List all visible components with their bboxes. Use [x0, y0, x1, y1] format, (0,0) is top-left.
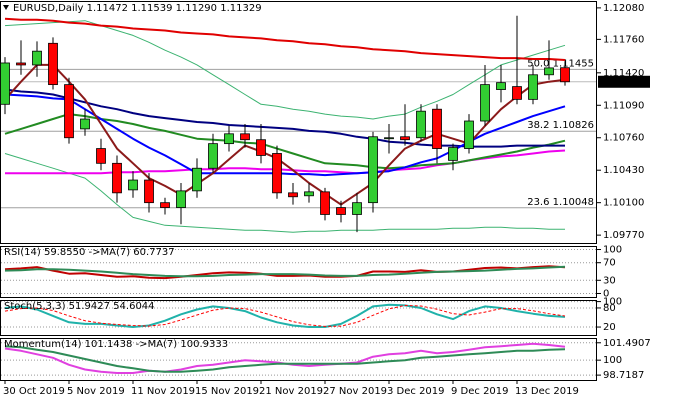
candle-body [272, 153, 282, 194]
candle-body [176, 190, 186, 208]
panel-frame [0, 300, 597, 336]
candle-body [240, 133, 250, 141]
candle-body [352, 202, 362, 215]
panel-frame [0, 338, 597, 381]
candle-body [256, 139, 266, 156]
indicator-line [4, 153, 565, 233]
y-tick-label: 98.7187 [603, 370, 644, 381]
indicator-line [4, 345, 566, 373]
candle-body [368, 136, 378, 204]
y-tick-label: 30 [603, 275, 616, 286]
x-tick-label: 9 Dec 2019 [451, 386, 509, 397]
candle-body [128, 179, 138, 191]
y-tick-label: 100 [603, 355, 622, 366]
indicator-line [4, 304, 566, 327]
candle-body [480, 84, 490, 122]
y-tick-label: 1.11420 [603, 68, 644, 79]
indicator-title: RSI(14) 59.8550 ->MA(7) 60.7737 [4, 247, 175, 258]
candle-body [448, 147, 458, 161]
y-tick-label: 1.10100 [603, 198, 644, 209]
candle-body [32, 50, 42, 66]
x-tick-label: 15 Nov 2019 [195, 386, 259, 397]
level-label: 38.2 1.10826 [527, 120, 594, 131]
x-tick-label: 27 Nov 2019 [323, 386, 387, 397]
candle-body [336, 207, 346, 215]
title-marker [3, 5, 9, 10]
candle-body [512, 86, 522, 100]
level-label: 23.6 1.10048 [527, 197, 594, 208]
y-tick-label: 1.09770 [603, 230, 644, 241]
y-tick-label: 0 [603, 288, 609, 299]
indicator-line [4, 303, 566, 328]
indicator-line [4, 265, 566, 278]
candle-body [528, 74, 538, 100]
candle-body [544, 67, 554, 76]
candle-body [192, 167, 202, 192]
candle-body [16, 62, 26, 66]
candle-body [496, 82, 506, 90]
candle-body [464, 120, 474, 149]
indicator-line [4, 17, 566, 61]
candle-body [288, 192, 298, 198]
indicator-line [4, 265, 566, 280]
candle-body [416, 110, 426, 139]
y-tick-label: 1.10760 [603, 133, 644, 144]
candle-body [144, 179, 154, 204]
y-tick-label: 100 [603, 245, 622, 256]
y-tick-label: 1.12080 [603, 3, 644, 14]
x-tick-label: 11 Nov 2019 [131, 386, 195, 397]
candle-body [432, 108, 442, 149]
x-tick-label: 13 Dec 2019 [515, 386, 579, 397]
candle-body [400, 136, 410, 141]
chart-title: EURUSD,Daily 1.11472 1.11539 1.11290 1.1… [13, 3, 262, 14]
candle-body [48, 42, 58, 86]
last-price-box [598, 75, 650, 88]
candle-body [304, 191, 314, 197]
candle-body [320, 191, 330, 215]
y-tick-label: 70 [603, 258, 616, 269]
candle-body [64, 84, 74, 139]
y-tick-label: 1.10430 [603, 165, 644, 176]
x-tick-label: 5 Nov 2019 [67, 386, 125, 397]
panel-frame [0, 1, 597, 244]
candle-body [224, 133, 234, 145]
x-tick-label: 30 Oct 2019 [3, 386, 65, 397]
x-tick-label: 3 Dec 2019 [387, 386, 445, 397]
y-tick-label: 80 [603, 303, 616, 314]
y-tick-label: 101.4907 [603, 338, 651, 349]
indicator-title: Stoch(5,3,3) 51.9427 54.6044 [4, 301, 155, 312]
last-price-label: 1.11329 [603, 77, 644, 88]
candle-body [560, 67, 570, 83]
candle-body [80, 118, 90, 130]
candle-body [160, 202, 170, 208]
candle-body [96, 148, 106, 164]
candle-body [208, 143, 218, 169]
candle-body [112, 162, 122, 194]
y-tick-label: 100 [603, 297, 622, 308]
indicator-title: Momentum(14) 101.1438 ->MA(7) 100.9333 [4, 339, 228, 350]
level-label: 50.0 1.11455 [527, 58, 594, 69]
x-tick-label: 21 Nov 2019 [259, 386, 323, 397]
y-tick-label: 1.11760 [603, 34, 644, 45]
panel-frame [0, 246, 597, 298]
y-tick-label: 20 [603, 322, 616, 333]
candle-body [0, 62, 10, 105]
y-tick-label: 1.11090 [603, 100, 644, 111]
candle-body [384, 137, 394, 140]
